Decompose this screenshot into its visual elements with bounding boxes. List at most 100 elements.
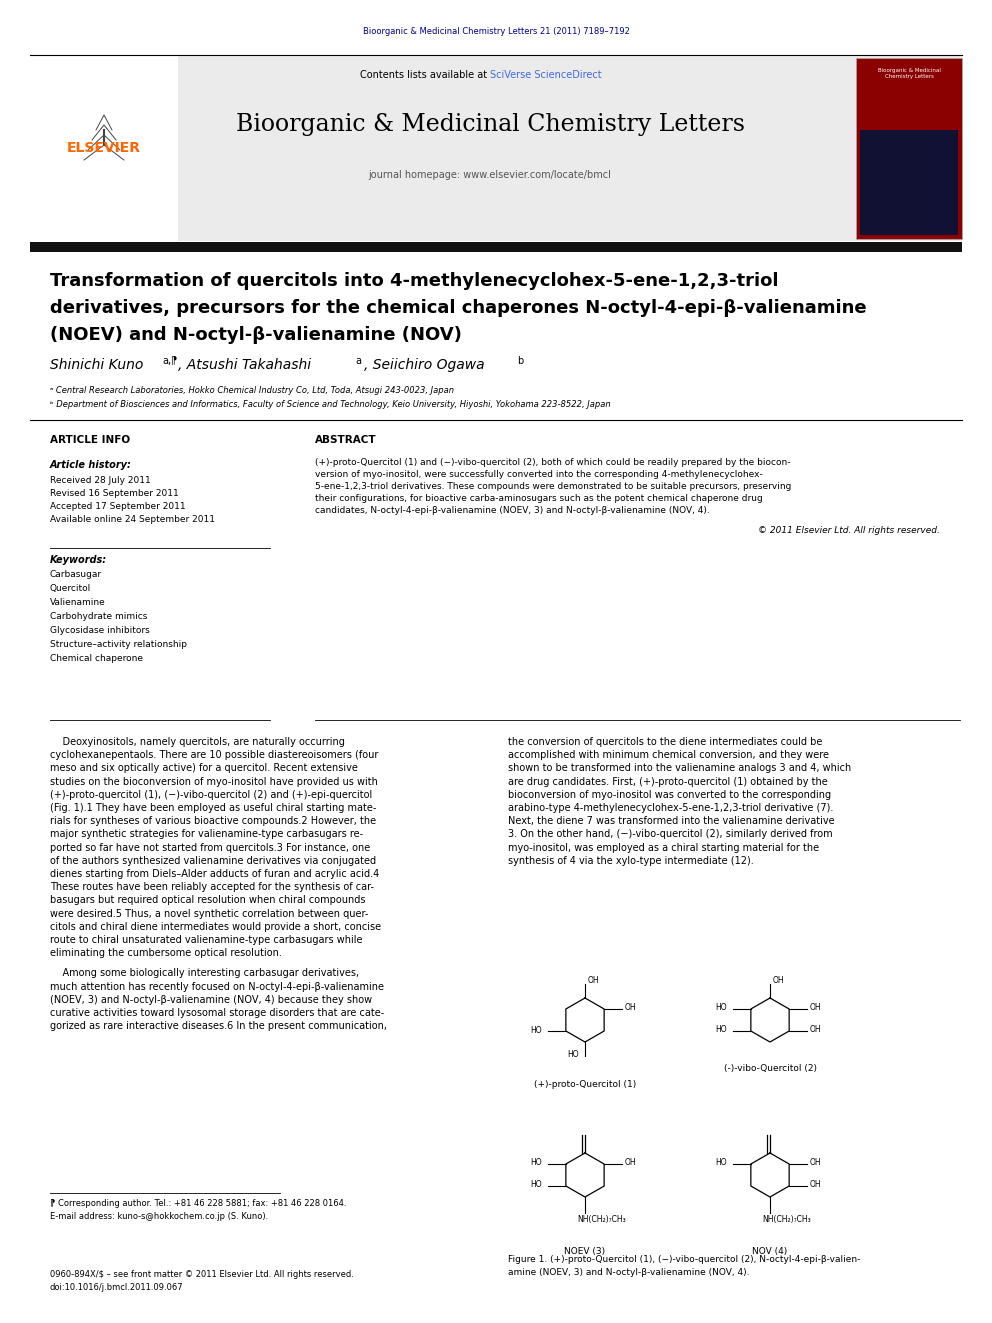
Text: Glycosidase inhibitors: Glycosidase inhibitors <box>50 626 150 635</box>
Text: Shinichi Kuno: Shinichi Kuno <box>50 359 144 372</box>
Text: ELSEVIER: ELSEVIER <box>67 142 141 155</box>
Text: Deoxyinositols, namely quercitols, are naturally occurring: Deoxyinositols, namely quercitols, are n… <box>50 737 345 747</box>
Text: eliminating the cumbersome optical resolution.: eliminating the cumbersome optical resol… <box>50 949 282 958</box>
Text: basugars but required optical resolution when chiral compounds: basugars but required optical resolution… <box>50 896 365 905</box>
Text: © 2011 Elsevier Ltd. All rights reserved.: © 2011 Elsevier Ltd. All rights reserved… <box>758 527 940 534</box>
Text: 3. On the other hand, (−)-vibo-quercitol (2), similarly derived from: 3. On the other hand, (−)-vibo-quercitol… <box>508 830 832 839</box>
Text: SciVerse ScienceDirect: SciVerse ScienceDirect <box>490 70 601 79</box>
Text: (NOEV) and N-octyl-β-valienamine (NOV): (NOEV) and N-octyl-β-valienamine (NOV) <box>50 325 462 344</box>
Text: Quercitol: Quercitol <box>50 583 91 593</box>
Text: ᵃ Central Research Laboratories, Hokko Chemical Industry Co, Ltd, Toda, Atsugi 2: ᵃ Central Research Laboratories, Hokko C… <box>50 386 454 396</box>
Text: OH: OH <box>809 1025 820 1035</box>
Text: OH: OH <box>809 1180 820 1189</box>
Text: citols and chiral diene intermediates would provide a short, concise: citols and chiral diene intermediates wo… <box>50 922 381 931</box>
Text: (+)-proto-Quercitol (1) and (−)-vibo-quercitol (2), both of which could be readi: (+)-proto-Quercitol (1) and (−)-vibo-que… <box>315 458 791 467</box>
Bar <box>856 58 962 239</box>
Text: Carbohydrate mimics: Carbohydrate mimics <box>50 613 148 620</box>
Text: OH: OH <box>624 1003 636 1012</box>
Text: accomplished with minimum chemical conversion, and they were: accomplished with minimum chemical conve… <box>508 750 829 761</box>
Text: Next, the diene 7 was transformed into the valienamine derivative: Next, the diene 7 was transformed into t… <box>508 816 834 826</box>
Text: (+)-proto-Quercitol (1): (+)-proto-Quercitol (1) <box>534 1080 636 1089</box>
Text: candidates, N-octyl-4-epi-β-valienamine (NOEV, 3) and N-octyl-β-valienamine (NOV: candidates, N-octyl-4-epi-β-valienamine … <box>315 505 709 515</box>
Text: 0960-894X/$ – see front matter © 2011 Elsevier Ltd. All rights reserved.: 0960-894X/$ – see front matter © 2011 El… <box>50 1270 354 1279</box>
Text: These routes have been reliably accepted for the synthesis of car-: These routes have been reliably accepted… <box>50 882 374 892</box>
Text: ᵇ Department of Biosciences and Informatics, Faculty of Science and Technology, : ᵇ Department of Biosciences and Informat… <box>50 400 611 409</box>
Text: synthesis of 4 via the xylo-type intermediate (12).: synthesis of 4 via the xylo-type interme… <box>508 856 754 865</box>
Text: NH(CH₂)₇CH₃: NH(CH₂)₇CH₃ <box>577 1215 626 1224</box>
Text: major synthetic strategies for valienamine-type carbasugars re-: major synthetic strategies for valienami… <box>50 830 363 839</box>
Text: (-)-vibo-Quercitol (2): (-)-vibo-Quercitol (2) <box>723 1064 816 1073</box>
Text: NH(CH₂)₇CH₃: NH(CH₂)₇CH₃ <box>762 1215 810 1224</box>
Text: Article history:: Article history: <box>50 460 132 470</box>
Text: amine (NOEV, 3) and N-octyl-β-valienamine (NOV, 4).: amine (NOEV, 3) and N-octyl-β-valienamin… <box>508 1267 750 1277</box>
Text: HO: HO <box>530 1180 542 1189</box>
Bar <box>30 56 178 241</box>
Text: gorized as rare interactive diseases.6 In the present communication,: gorized as rare interactive diseases.6 I… <box>50 1021 387 1031</box>
Text: ARTICLE INFO: ARTICLE INFO <box>50 435 130 445</box>
Text: of the authors synthesized valienamine derivatives via conjugated: of the authors synthesized valienamine d… <box>50 856 376 865</box>
Text: HO: HO <box>530 1158 542 1167</box>
Text: (+)-proto-quercitol (1), (−)-vibo-quercitol (2) and (+)-epi-quercitol: (+)-proto-quercitol (1), (−)-vibo-querci… <box>50 790 372 800</box>
Text: route to chiral unsaturated valienamine-type carbasugars while: route to chiral unsaturated valienamine-… <box>50 935 362 945</box>
Bar <box>860 130 958 235</box>
Text: were desired.5 Thus, a novel synthetic correlation between quer-: were desired.5 Thus, a novel synthetic c… <box>50 909 368 918</box>
Text: HO: HO <box>715 1158 726 1167</box>
Text: (Fig. 1).1 They have been employed as useful chiral starting mate-: (Fig. 1).1 They have been employed as us… <box>50 803 376 814</box>
Text: Valienamine: Valienamine <box>50 598 106 607</box>
Text: Among some biologically interesting carbasugar derivatives,: Among some biologically interesting carb… <box>50 968 359 979</box>
Text: cyclohexanepentaols. There are 10 possible diastereoisomers (four: cyclohexanepentaols. There are 10 possib… <box>50 750 378 761</box>
Text: OH: OH <box>588 976 599 986</box>
Text: their configurations, for bioactive carba-aminosugars such as the potent chemica: their configurations, for bioactive carb… <box>315 493 763 503</box>
Text: curative activities toward lysosomal storage disorders that are cate-: curative activities toward lysosomal sto… <box>50 1008 384 1017</box>
Text: OH: OH <box>809 1003 820 1012</box>
Text: journal homepage: www.elsevier.com/locate/bmcl: journal homepage: www.elsevier.com/locat… <box>369 169 611 180</box>
Text: doi:10.1016/j.bmcl.2011.09.067: doi:10.1016/j.bmcl.2011.09.067 <box>50 1283 184 1293</box>
Bar <box>30 56 962 241</box>
Text: Received 28 July 2011: Received 28 July 2011 <box>50 476 151 486</box>
Text: are drug candidates. First, (+)-proto-quercitol (1) obtained by the: are drug candidates. First, (+)-proto-qu… <box>508 777 827 787</box>
Bar <box>30 242 962 251</box>
Text: Bioorganic & Medicinal Chemistry Letters: Bioorganic & Medicinal Chemistry Letters <box>235 114 745 136</box>
Text: myo-inositol, was employed as a chiral starting material for the: myo-inositol, was employed as a chiral s… <box>508 843 819 852</box>
Text: NOEV (3): NOEV (3) <box>564 1248 605 1256</box>
Text: Transformation of quercitols into 4-methylenecyclohex-5-ene-1,2,3-triol: Transformation of quercitols into 4-meth… <box>50 273 779 290</box>
Text: Bioorganic & Medicinal
Chemistry Letters: Bioorganic & Medicinal Chemistry Letters <box>878 67 940 79</box>
Text: bioconversion of myo-inositol was converted to the corresponding: bioconversion of myo-inositol was conver… <box>508 790 831 800</box>
Text: HO: HO <box>715 1003 726 1012</box>
Text: dienes starting from Diels–Alder adducts of furan and acrylic acid.4: dienes starting from Diels–Alder adducts… <box>50 869 379 878</box>
Text: , Atsushi Takahashi: , Atsushi Takahashi <box>178 359 311 372</box>
Text: Contents lists available at: Contents lists available at <box>360 70 490 79</box>
Text: Chemical chaperone: Chemical chaperone <box>50 654 143 663</box>
Text: studies on the bioconversion of myo-inositol have provided us with: studies on the bioconversion of myo-inos… <box>50 777 378 787</box>
Text: NOV (4): NOV (4) <box>752 1248 788 1256</box>
Text: rials for syntheses of various bioactive compounds.2 However, the: rials for syntheses of various bioactive… <box>50 816 376 826</box>
Text: E-mail address: kuno-s@hokkochem.co.jp (S. Kuno).: E-mail address: kuno-s@hokkochem.co.jp (… <box>50 1212 268 1221</box>
Text: ported so far have not started from quercitols.3 For instance, one: ported so far have not started from quer… <box>50 843 370 852</box>
Text: OH: OH <box>809 1158 820 1167</box>
Text: OH: OH <box>773 976 785 986</box>
Text: Bioorganic & Medicinal Chemistry Letters 21 (2011) 7189–7192: Bioorganic & Medicinal Chemistry Letters… <box>362 28 630 37</box>
Text: Available online 24 September 2011: Available online 24 September 2011 <box>50 515 215 524</box>
Text: shown to be transformed into the valienamine analogs 3 and 4, which: shown to be transformed into the valiena… <box>508 763 851 774</box>
Text: a,⁋: a,⁋ <box>162 356 178 366</box>
Text: Accepted 17 September 2011: Accepted 17 September 2011 <box>50 501 186 511</box>
Text: , Seiichiro Ogawa: , Seiichiro Ogawa <box>364 359 485 372</box>
Text: derivatives, precursors for the chemical chaperones N-octyl-4-epi-β-valienamine: derivatives, precursors for the chemical… <box>50 299 867 318</box>
Text: HO: HO <box>567 1050 578 1058</box>
Text: OH: OH <box>624 1158 636 1167</box>
Text: (NOEV, 3) and N-octyl-β-valienamine (NOV, 4) because they show: (NOEV, 3) and N-octyl-β-valienamine (NOV… <box>50 995 372 1004</box>
Text: Carbasugar: Carbasugar <box>50 570 102 579</box>
Text: Revised 16 September 2011: Revised 16 September 2011 <box>50 490 179 497</box>
Text: meso and six optically active) for a quercitol. Recent extensive: meso and six optically active) for a que… <box>50 763 358 774</box>
Text: the conversion of quercitols to the diene intermediates could be: the conversion of quercitols to the dien… <box>508 737 822 747</box>
Text: ⁋ Corresponding author. Tel.: +81 46 228 5881; fax: +81 46 228 0164.: ⁋ Corresponding author. Tel.: +81 46 228… <box>50 1199 346 1208</box>
Text: version of myo-inositol, were successfully converted into the corresponding 4-me: version of myo-inositol, were successful… <box>315 470 763 479</box>
Text: b: b <box>517 356 523 366</box>
Text: arabino-type 4-methylenecyclohex-5-ene-1,2,3-triol derivative (7).: arabino-type 4-methylenecyclohex-5-ene-1… <box>508 803 833 814</box>
Text: Figure 1. (+)-proto-Quercitol (1), (−)-vibo-quercitol (2), N-octyl-4-epi-β-valie: Figure 1. (+)-proto-Quercitol (1), (−)-v… <box>508 1256 860 1263</box>
Text: Keywords:: Keywords: <box>50 556 107 565</box>
Text: much attention has recently focused on N-octyl-4-epi-β-valienamine: much attention has recently focused on N… <box>50 982 384 992</box>
Text: HO: HO <box>715 1025 726 1035</box>
Text: Structure–activity relationship: Structure–activity relationship <box>50 640 187 650</box>
Text: HO: HO <box>530 1027 542 1035</box>
